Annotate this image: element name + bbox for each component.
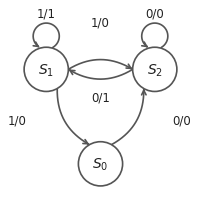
- Text: 0/1: 0/1: [91, 91, 109, 104]
- Text: 1/1: 1/1: [37, 7, 55, 20]
- Text: 1/0: 1/0: [8, 114, 26, 126]
- Circle shape: [24, 48, 68, 92]
- Circle shape: [132, 48, 176, 92]
- Text: 0/0: 0/0: [145, 7, 163, 20]
- Text: 1/0: 1/0: [91, 16, 109, 29]
- Text: $S_0$: $S_0$: [92, 156, 108, 172]
- Circle shape: [78, 142, 122, 186]
- Text: 0/0: 0/0: [172, 114, 190, 126]
- Text: $S_1$: $S_1$: [38, 62, 54, 78]
- Text: $S_2$: $S_2$: [146, 62, 162, 78]
